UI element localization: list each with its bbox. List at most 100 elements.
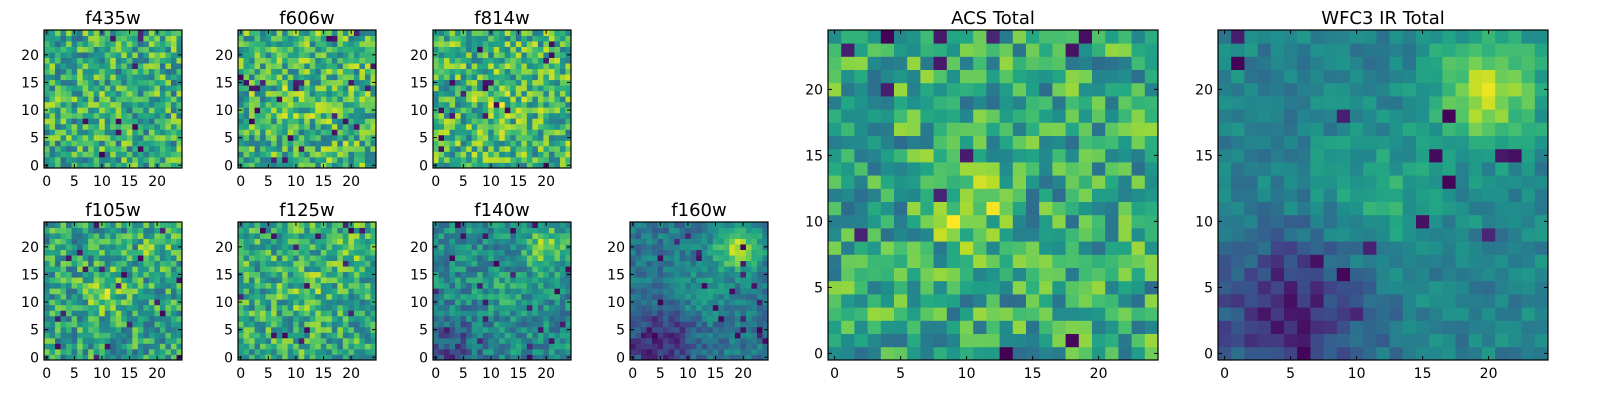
heatmap-cell — [143, 96, 150, 103]
heatmap-cell — [565, 282, 572, 289]
heatmap-cell — [734, 233, 741, 239]
heatmap-cell — [93, 129, 100, 136]
heatmap-cell — [254, 151, 261, 158]
heatmap-cell — [271, 90, 278, 97]
heatmap-cell — [701, 310, 708, 317]
heatmap-cell — [298, 260, 305, 267]
heatmap-cell — [1131, 162, 1146, 176]
heatmap-cell — [298, 282, 305, 289]
heatmap-cell — [554, 244, 561, 250]
heatmap-cell — [238, 260, 244, 267]
heatmap-cell — [254, 304, 261, 311]
heatmap-cell — [137, 354, 144, 361]
heatmap-cell — [548, 156, 555, 163]
heatmap-cell — [165, 57, 172, 64]
heatmap-cell — [559, 145, 566, 152]
heatmap-cell — [99, 107, 106, 114]
heatmap-cell — [293, 293, 300, 300]
heatmap-cell — [499, 30, 506, 36]
heatmap-cell — [265, 277, 272, 284]
heatmap-cell — [499, 96, 506, 103]
heatmap-cell — [444, 30, 450, 36]
heatmap-cell — [756, 321, 763, 328]
heatmap-cell — [293, 134, 300, 141]
heatmap-cell — [504, 74, 511, 81]
heatmap-cell — [946, 175, 961, 189]
heatmap-cell — [44, 118, 50, 125]
heatmap-cell — [276, 271, 283, 278]
heatmap-cell — [510, 293, 517, 300]
heatmap-cell — [433, 118, 439, 125]
heatmap-cell — [137, 107, 144, 114]
heatmap-cell — [342, 107, 349, 114]
heatmap-cell — [712, 310, 719, 317]
heatmap-cell — [238, 315, 244, 322]
heatmap-cell — [690, 299, 697, 306]
heatmap-cell — [460, 299, 467, 306]
heatmap-cell — [554, 101, 561, 108]
heatmap-cell — [471, 288, 478, 295]
heatmap-cell — [548, 249, 555, 256]
heatmap-cell — [526, 233, 533, 239]
heatmap-cell — [326, 266, 333, 273]
heatmap-cell — [449, 129, 456, 136]
heatmap-cell — [353, 57, 360, 64]
x-tick-label: 0 — [628, 366, 637, 382]
heatmap-cell — [723, 227, 730, 234]
heatmap-cell — [238, 282, 244, 289]
heatmap-cell — [110, 354, 117, 361]
heatmap-cell — [657, 277, 664, 284]
heatmap-cell — [521, 277, 528, 284]
heatmap-cell — [663, 244, 670, 250]
heatmap-cell — [444, 238, 450, 245]
heatmap-cell — [115, 101, 122, 108]
heatmap-cell — [88, 129, 95, 136]
heatmap-cell — [488, 118, 495, 125]
heatmap-cell — [548, 288, 555, 295]
heatmap-cell — [1105, 254, 1119, 268]
heatmap-cell — [370, 74, 377, 81]
heatmap-cell — [548, 63, 555, 70]
heatmap-cell — [71, 46, 78, 53]
heatmap-cell — [526, 315, 533, 322]
x-tick-label: 15 — [707, 366, 725, 382]
heatmap-cell — [254, 277, 261, 284]
heatmap-cell — [176, 46, 183, 53]
heatmap-cell — [370, 304, 377, 311]
heatmap-cell — [515, 348, 522, 355]
heatmap-cell — [482, 321, 489, 328]
heatmap-cell — [148, 63, 155, 70]
heatmap-cell — [99, 63, 106, 70]
heatmap-cell — [515, 332, 522, 339]
heatmap-cell — [276, 321, 283, 328]
heatmap-cell — [559, 30, 566, 36]
heatmap-cell — [504, 63, 511, 70]
heatmap-cell — [309, 222, 316, 228]
heatmap-cell — [1144, 228, 1159, 242]
heatmap-cell — [438, 52, 445, 58]
heatmap-cell — [282, 249, 289, 256]
heatmap-cell — [756, 304, 763, 311]
y-tick-label: 0 — [419, 158, 428, 174]
heatmap-cell — [960, 320, 974, 334]
heatmap-cell — [438, 271, 445, 278]
heatmap-cell — [104, 304, 111, 311]
heatmap-cell — [82, 74, 89, 81]
heatmap-cell — [543, 299, 550, 306]
heatmap-cell — [353, 162, 360, 169]
heatmap-cell — [854, 320, 868, 334]
heatmap-cell — [646, 348, 653, 355]
heatmap-cell — [71, 90, 78, 97]
heatmap-cell — [115, 244, 122, 250]
heatmap-cell — [271, 332, 278, 339]
heatmap-cell — [99, 271, 106, 278]
heatmap-cell — [249, 162, 255, 169]
heatmap-cell — [455, 321, 461, 328]
heatmap-cell — [132, 156, 139, 163]
heatmap-cell — [471, 337, 478, 344]
heatmap-cell — [243, 299, 250, 306]
heatmap-cell — [543, 35, 550, 42]
heatmap-cell — [60, 249, 67, 256]
heatmap-cell — [66, 41, 72, 47]
